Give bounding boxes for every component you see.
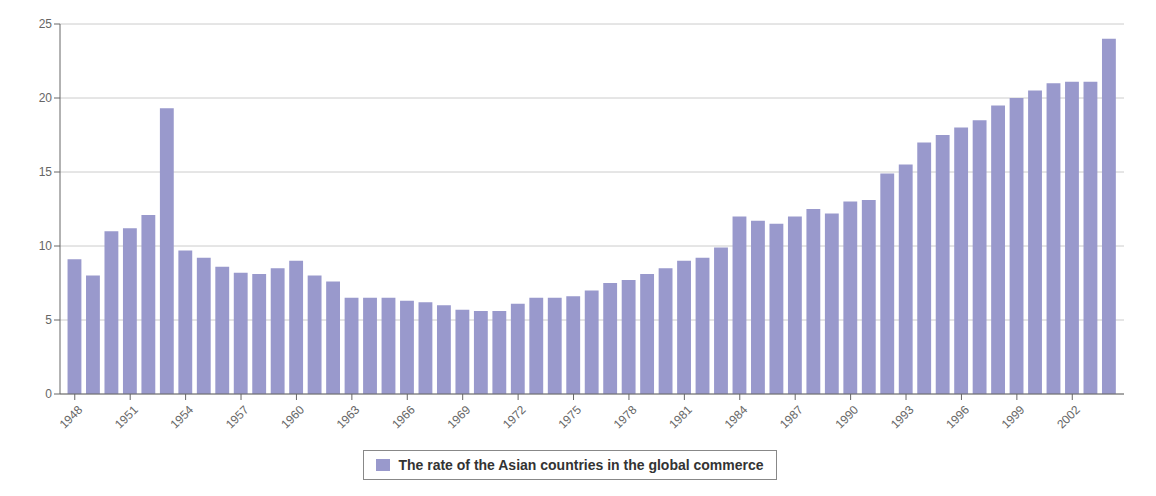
svg-text:1960: 1960 <box>278 402 307 431</box>
svg-text:1963: 1963 <box>334 402 363 431</box>
svg-text:1948: 1948 <box>57 402 86 431</box>
svg-text:0: 0 <box>45 387 52 401</box>
svg-text:1969: 1969 <box>445 402 474 431</box>
svg-text:1957: 1957 <box>223 402 252 431</box>
svg-text:10: 10 <box>39 239 53 253</box>
svg-text:1999: 1999 <box>999 402 1028 431</box>
svg-text:1951: 1951 <box>112 402 141 431</box>
svg-text:1972: 1972 <box>500 402 529 431</box>
svg-text:1966: 1966 <box>389 402 418 431</box>
svg-text:25: 25 <box>39 17 53 31</box>
svg-text:5: 5 <box>45 313 52 327</box>
svg-text:1990: 1990 <box>832 402 861 431</box>
svg-text:20: 20 <box>39 91 53 105</box>
svg-text:1984: 1984 <box>722 402 751 431</box>
svg-text:1993: 1993 <box>888 402 917 431</box>
svg-text:1987: 1987 <box>777 402 806 431</box>
svg-text:1978: 1978 <box>611 402 640 431</box>
html-text:The rate of the Asian countrie: The rate of the Asian countries in the g… <box>398 457 764 473</box>
svg-text:1954: 1954 <box>167 402 196 431</box>
svg-text:1981: 1981 <box>666 402 695 431</box>
svg-text:1996: 1996 <box>943 402 972 431</box>
svg-text:2002: 2002 <box>1054 402 1083 431</box>
svg-text:1975: 1975 <box>555 402 584 431</box>
svg-text:15: 15 <box>39 165 53 179</box>
